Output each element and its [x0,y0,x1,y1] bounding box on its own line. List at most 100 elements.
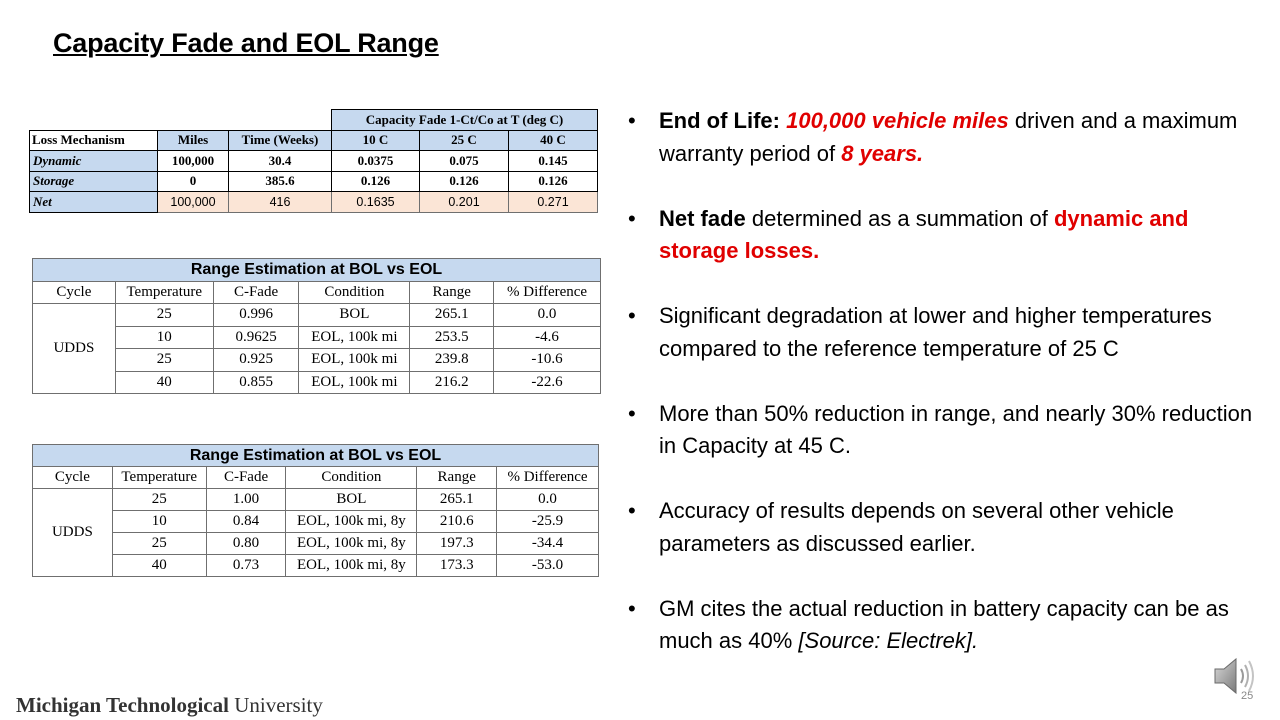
table-cell: -25.9 [496,510,599,533]
table-cell: 100,000 [157,150,229,172]
table-header-row: Cycle Temperature C-Fade Condition Range… [32,280,601,304]
table-row: Net 100,000 416 0.1635 0.201 0.271 [29,191,598,213]
table-cell: 0.126 [331,170,420,192]
bullet-text: driven and a maximum warranty period of [659,108,1238,166]
table-cell: 25 [111,532,207,555]
table-cell: BOL [298,303,411,327]
header-cell: Condition [298,280,411,304]
header-cell: Range [409,280,495,304]
table-cell: 0.145 [508,150,598,172]
table-header-row: Loss Mechanism Miles Time (Weeks) 10 C 2… [29,129,598,151]
table-row: 40 0.855 EOL, 100k mi 216.2 -22.6 [33,370,601,394]
logo-regular-text: University [228,693,323,717]
header-cell: C-Fade [212,280,300,304]
header-cell: Time (Weeks) [228,129,332,151]
table-cell: 265.1 [409,303,495,327]
table-cell: 0.84 [205,510,287,533]
table-cell: 40 [114,370,214,394]
table-cell: 40 [111,554,207,577]
header-cell: 25 C [419,129,509,151]
table-cell: 0.271 [508,191,598,213]
bullet-item: • GM cites the actual reduction in batte… [628,593,1268,658]
bullet-item: • End of Life: 100,000 vehicle miles dri… [628,105,1268,170]
table-cell: 0.996 [212,303,300,327]
table-cell: -4.6 [493,325,601,349]
table-row: 40 0.73 EOL, 100k mi, 8y 173.3 -53.0 [33,554,599,577]
cycle-cell: UDDS [32,488,113,577]
bullet-item: • Significant degradation at lower and h… [628,300,1268,365]
table-cell: 0 [157,170,229,192]
table-cell: EOL, 100k mi [298,348,411,372]
bullet-icon: • [628,108,636,133]
table-cell: 25 [114,303,214,327]
speaker-icon[interactable] [1212,654,1262,698]
table-cell: EOL, 100k mi [298,325,411,349]
row-label: Net [29,191,158,213]
range-estimation-table-1: Range Estimation at BOL vs EOL Cycle Tem… [32,258,601,394]
row-label: Dynamic [29,150,158,172]
table-row: 10 0.84 EOL, 100k mi, 8y 210.6 -25.9 [33,510,599,533]
table-cell: 0.201 [419,191,509,213]
bullet-highlight: dynamic and storage losses. [659,205,1189,264]
table-row: 25 0.80 EOL, 100k mi, 8y 197.3 -34.4 [33,532,599,555]
header-cell: Loss Mechanism [29,129,158,151]
table-row: UDDS 25 0.996 BOL 265.1 0.0 [32,303,601,394]
bullet-highlight: 8 years. [841,140,924,166]
table-cell: EOL, 100k mi, 8y [285,554,418,577]
slide-number: 25 [1241,690,1254,702]
table-row: Storage 0 385.6 0.126 0.126 0.126 [29,170,598,192]
table-header-row: Cycle Temperature C-Fade Condition Range… [32,466,599,489]
header-cell: Range [416,466,498,489]
table-caption: Range Estimation at BOL vs EOL [32,258,601,282]
slide-title: Capacity Fade and EOL Range [53,28,439,58]
table-row: 25 0.925 EOL, 100k mi 239.8 -10.6 [33,348,601,372]
row-label: Storage [29,170,158,192]
table-caption: Range Estimation at BOL vs EOL [32,444,599,467]
header-cell: Temperature [111,466,207,489]
table-cell: 173.3 [416,554,498,577]
university-logo: Michigan Technological University [16,693,323,718]
table-cell: BOL [285,488,418,511]
table-cell: 0.9625 [212,325,300,349]
table-cell: 265.1 [416,488,498,511]
table-cell: 385.6 [228,170,332,192]
logo-bold-text: Michigan Technological [16,693,229,717]
table-row: 10 0.9625 EOL, 100k mi 253.5 -4.6 [33,325,601,349]
table-cell: 0.925 [212,348,300,372]
bullet-icon: • [628,303,636,328]
header-cell: % Difference [496,466,599,489]
table-cell: 10 [114,325,214,349]
bullet-list: • End of Life: 100,000 vehicle miles dri… [628,105,1268,690]
table-cell: 100,000 [157,191,229,213]
table-cell: 0.126 [508,170,598,192]
table-cell: 0.0 [493,303,601,327]
bullet-item: • Net fade determined as a summation of … [628,203,1268,268]
bullet-source: [Source: Electrek]. [798,628,979,653]
header-cell: Miles [157,129,229,151]
table-cell: 197.3 [416,532,498,555]
bullet-icon: • [628,400,636,426]
bullet-text: Significant degradation at lower and hig… [659,303,1212,361]
table-cell: -22.6 [493,370,601,394]
range-estimation-table-2: Range Estimation at BOL vs EOL Cycle Tem… [32,444,599,577]
header-cell: 40 C [508,129,598,151]
table-cell: EOL, 100k mi, 8y [285,510,418,533]
bullet-text: Accuracy of results depends on several o… [659,498,1174,556]
header-cell: Condition [285,466,418,489]
bullet-label: Net fade [659,205,746,231]
header-cell: C-Fade [205,466,287,489]
table-cell: 30.4 [228,150,332,172]
bullet-text: More than 50% reduction in range, and ne… [659,400,1253,459]
bullet-icon: • [628,498,636,523]
table-cell: 1.00 [205,488,287,511]
table-cell: 25 [114,348,214,372]
header-cell: Temperature [114,280,214,304]
table-cell: 0.1635 [331,191,420,213]
capacity-fade-table: Capacity Fade 1-Ct/Co at T (deg C) Loss … [29,109,598,213]
header-cell: Cycle [32,280,116,304]
table-cell: 0.855 [212,370,300,394]
bullet-text: determined as a summation of [745,205,1054,231]
header-cell: 10 C [331,129,420,151]
bullet-highlight: 100,000 vehicle miles [786,108,1009,133]
table-cell: EOL, 100k mi [298,370,411,394]
